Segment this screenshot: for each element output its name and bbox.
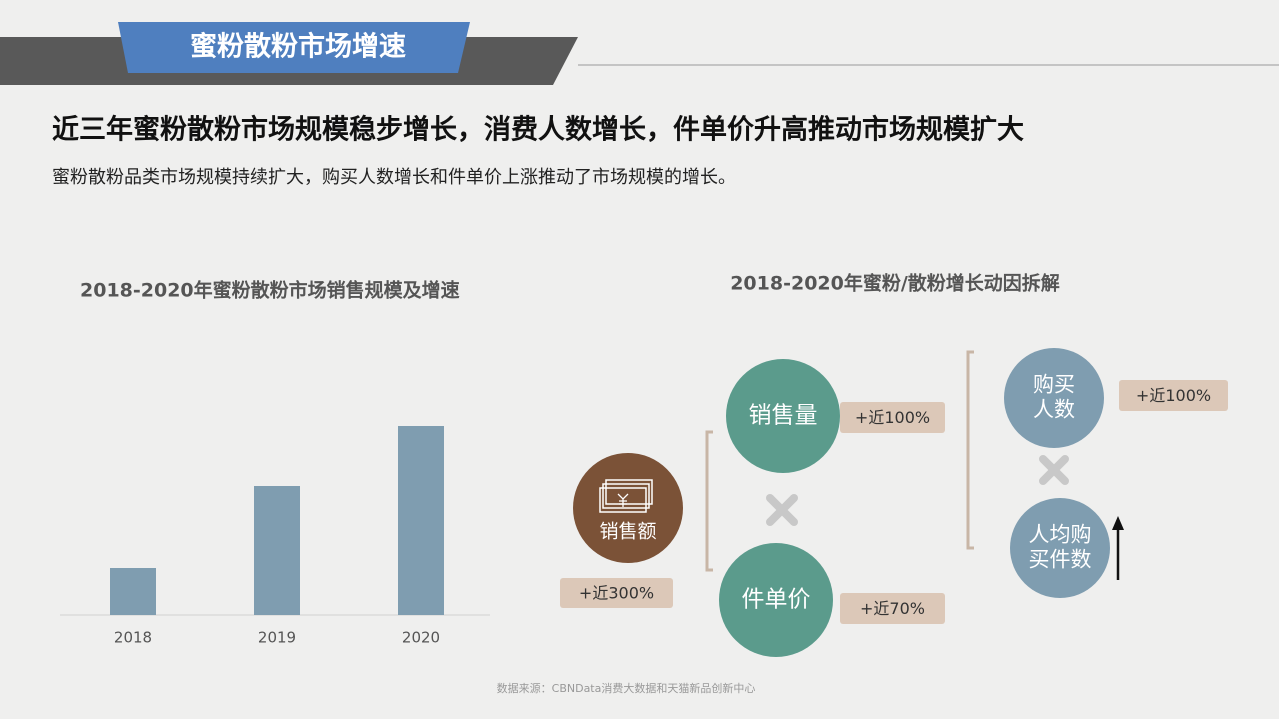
change-label: +近100% [1136,386,1211,405]
change-box [1119,380,1228,411]
money-icon [599,479,653,513]
bill [605,479,653,505]
bracket [705,430,713,572]
change-label: +近70% [860,599,925,618]
chart-title: 2018-2020年蜜粉散粉市场销售规模及增速 [80,279,460,302]
node-label: 人均购 [1029,523,1092,547]
banner-text: 蜜粉散粉市场增速 [190,31,406,63]
bar [254,486,300,615]
bill [602,483,650,509]
node-label: 购买 [1033,373,1075,397]
bill [599,487,647,513]
node-label: 销售额 [599,521,656,543]
banner [118,22,470,73]
up-arrow [1112,516,1124,580]
multiply-sign [1039,455,1069,485]
headline: 近三年蜜粉散粉市场规模稳步增长，消费人数增长，件单价升高推动市场规模扩大 [52,114,1024,146]
x-tick-label: 2018 [114,629,152,647]
diagram-title: 2018-2020年蜜粉/散粉增长动因拆解 [730,272,1060,295]
change-label: +近100% [855,408,930,427]
node-circle [1004,348,1104,448]
bar [110,568,156,615]
node-label: 买件数 [1029,548,1092,572]
x-tick-label: 2020 [402,629,440,647]
bill-symbol [617,493,629,507]
change-box [840,593,945,624]
change-label: +近300% [579,584,654,603]
multiply-sign [766,494,798,526]
node-label: 人数 [1033,398,1075,422]
node-label: 销售量 [749,403,818,429]
node-circle [1010,498,1110,598]
node-circle [726,359,840,473]
change-box [840,402,945,433]
x-tick-label: 2019 [258,629,296,647]
source: 数据来源：CBNData消费大数据和天猫新品创新中心 [497,681,756,695]
bracket [966,350,974,550]
subtitle: 蜜粉散粉品类市场规模持续扩大，购买人数增长和件单价上涨推动了市场规模的增长。 [52,167,736,188]
bar [398,426,444,615]
change-box [560,578,673,608]
node-circle [719,543,833,657]
node-label: 件单价 [742,587,811,613]
